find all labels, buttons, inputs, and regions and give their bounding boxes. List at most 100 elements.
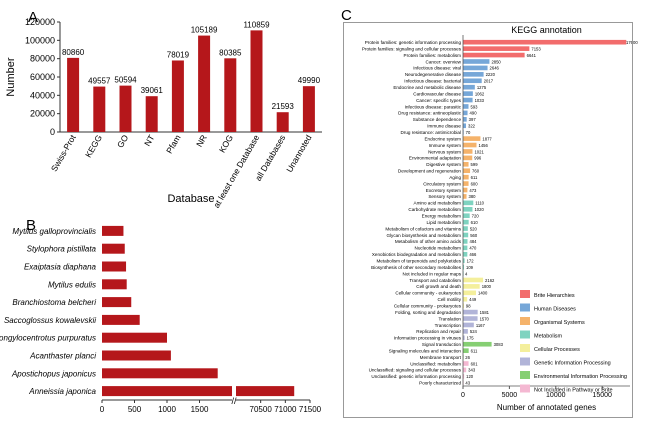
y-tick-label: 0 <box>50 127 55 137</box>
bar <box>102 297 132 308</box>
panel-c: C KEGG annotation Protein families: geneti… <box>330 0 669 420</box>
bar-value-label: 2646 <box>490 66 500 71</box>
legend-label: Environmental Information Processing <box>534 374 627 380</box>
bar-value-label: 1062 <box>475 91 485 96</box>
species-label: Mytilus galloprovincialis <box>12 227 96 236</box>
category-label: Metabolism of other amino acids <box>395 239 462 244</box>
axis-break-mark: // <box>231 396 237 406</box>
bar <box>463 174 469 180</box>
species-label: Saccoglossus kowalevskii <box>4 316 96 325</box>
bar <box>93 86 106 132</box>
category-label: Membrane transport <box>420 355 462 360</box>
x-tick-label: 0 <box>100 405 105 414</box>
bar-value-label: 601 <box>471 361 479 366</box>
category-label: Sensory system <box>428 194 461 199</box>
legend-label: Cellular Processes <box>534 347 580 353</box>
x-tick-label: 1000 <box>158 405 176 414</box>
x-tick-label: Unannoted <box>284 133 314 174</box>
bar <box>102 243 125 254</box>
category-label: Cell growth and death <box>416 284 461 289</box>
bar <box>463 374 465 379</box>
bar-value-label: 78019 <box>167 50 190 59</box>
category-label: Information processing in viruses <box>394 336 462 341</box>
category-label: Development and regeneration <box>398 169 462 174</box>
panel-b: B Mytilus galloprovincialis Stylophora pis… <box>0 210 330 420</box>
legend-label: Genetic Information Processing <box>534 361 611 367</box>
species-label: Mytilus edulis <box>48 280 96 289</box>
bar-value-label: 520 <box>470 226 478 231</box>
bar <box>463 168 471 174</box>
bar-value-label: 2220 <box>486 72 496 77</box>
y-tick-label: 100000 <box>25 35 55 45</box>
species-label: Anneissia japonica <box>28 387 96 396</box>
bar <box>463 59 490 64</box>
bar-value-label: 26 <box>465 355 470 360</box>
x-tick-label: 70500 <box>250 405 273 414</box>
category-label: Metabolism of cofactors and vitamins <box>385 226 461 231</box>
legend-label: Organismal Systems <box>534 320 585 326</box>
bar <box>463 296 468 302</box>
panel-letter: C <box>341 7 352 24</box>
bar-value-label: 80860 <box>62 48 85 57</box>
bar <box>463 316 478 321</box>
category-label: Cellular community - prokaryotes <box>394 303 462 308</box>
bar <box>463 161 469 167</box>
bar <box>463 149 473 154</box>
category-label: Translation <box>438 316 461 321</box>
x-tick-label: KEGG <box>83 133 104 159</box>
bar <box>302 86 315 132</box>
bar <box>463 361 469 366</box>
bar-value-label: 49990 <box>298 76 321 85</box>
bar <box>276 112 289 132</box>
legend-label: Not Included in Pathway or Brite <box>534 388 613 394</box>
legend-swatch <box>520 357 530 366</box>
bar-value-label: 1400 <box>478 291 488 296</box>
bar <box>102 368 218 379</box>
y-tick-label: 60000 <box>30 72 55 82</box>
bar-value-label: 1033 <box>475 98 485 103</box>
bar-value-label: 50594 <box>114 76 137 85</box>
bar-value-label: 175 <box>467 336 475 341</box>
bar-value-label: 322 <box>468 124 476 129</box>
legend-swatch <box>520 344 530 352</box>
category-label: Not included in regular maps <box>403 271 462 276</box>
species-label: Stylophora pistillata <box>27 245 97 254</box>
category-label: Drug resistance: antimicrobial <box>400 130 461 135</box>
category-label: Folding, sorting and degradation <box>395 310 461 315</box>
bar <box>463 200 474 206</box>
species-label: Branchiostoma belcheri <box>12 298 96 307</box>
category-label: Cellular community - eukaryotes <box>395 291 461 296</box>
y-axis-label: Number <box>5 57 17 96</box>
x-tick-label: 5000 <box>502 392 518 399</box>
category-label: Cancer: specific types <box>416 98 462 103</box>
bar-value-label: 484 <box>469 239 477 244</box>
legend-swatch <box>520 303 530 312</box>
category-label: Immune system <box>429 143 462 148</box>
category-label: Endocrine system <box>424 136 461 141</box>
kegg-annotation-chart: C KEGG annotation Protein families: geneti… <box>341 7 638 412</box>
category-label: Circulatory system <box>423 181 461 186</box>
bar-value-label: 1570 <box>480 316 490 321</box>
bar <box>463 309 478 315</box>
bar-value-label: 70 <box>466 130 471 135</box>
bar-value-label: 120 <box>466 374 474 379</box>
bar <box>198 35 211 132</box>
bar <box>463 245 468 251</box>
bar <box>67 57 80 132</box>
species-label: Apostichopus japonicus <box>11 369 96 378</box>
bar <box>463 226 468 231</box>
category-label: Excretory system <box>426 188 461 193</box>
bar <box>250 30 263 132</box>
bar-value-label: 1167 <box>476 323 486 328</box>
bar-value-label: 4 <box>465 271 468 276</box>
bar <box>463 258 465 264</box>
category-label: Amino acid metabolism <box>414 201 462 206</box>
bar-value-label: 720 <box>472 214 480 219</box>
bar-value-label: 2850 <box>491 59 501 64</box>
bar-value-label: 560 <box>470 233 478 238</box>
y-tick-label: 40000 <box>30 90 55 100</box>
bar-value-label: 105189 <box>191 26 218 35</box>
bar <box>463 329 468 334</box>
category-label: Unclassified: genetic information proces… <box>371 374 461 379</box>
legend-label: Metabolism <box>534 334 563 340</box>
